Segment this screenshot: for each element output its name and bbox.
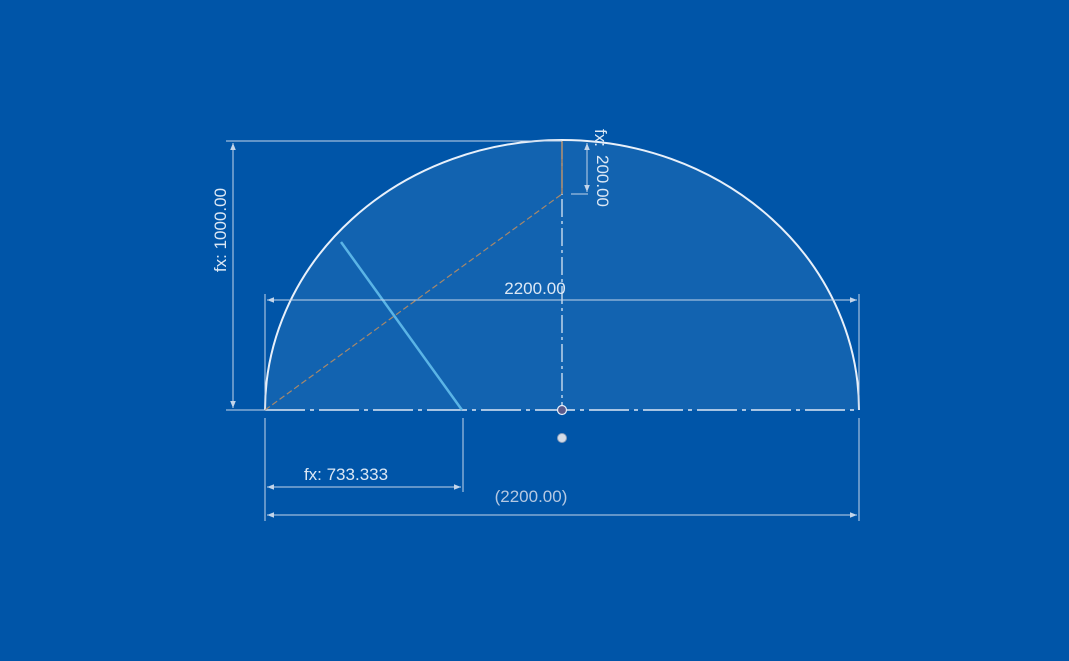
top-offset-prefix[interactable]: fx: xyxy=(591,129,610,147)
origin-point[interactable] xyxy=(557,433,567,443)
top-offset-label[interactable]: 200.00 xyxy=(593,155,612,207)
height-dimension[interactable]: fx: 1000.00 xyxy=(211,140,562,411)
selected-line[interactable] xyxy=(339,241,464,411)
driven-width-dimension[interactable]: (2200.00) xyxy=(264,418,860,521)
center-point[interactable] xyxy=(556,404,568,416)
width-dimension-label[interactable]: 2200.00 xyxy=(504,279,565,298)
top-offset-dimension[interactable]: fx: 200.00 xyxy=(571,129,612,207)
width-dimension[interactable]: 2200.00 xyxy=(264,279,860,410)
height-dimension-label[interactable]: fx: 1000.00 xyxy=(211,188,230,272)
left-offset-label[interactable]: fx: 733.333 xyxy=(304,465,388,484)
driven-width-label[interactable]: (2200.00) xyxy=(495,487,568,506)
left-offset-dimension[interactable]: fx: 733.333 xyxy=(264,418,464,492)
arc-outline[interactable] xyxy=(264,139,860,411)
